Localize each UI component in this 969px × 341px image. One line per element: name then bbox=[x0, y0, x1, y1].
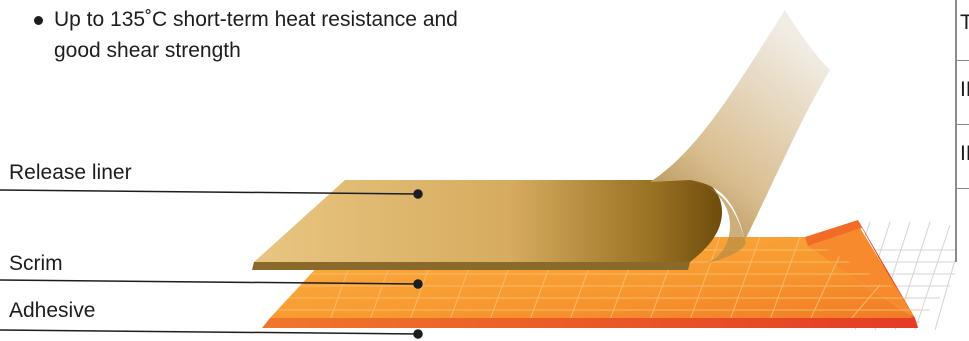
side-table: T IN IN bbox=[955, 0, 969, 262]
scrim-callout-dot bbox=[413, 279, 423, 289]
side-table-row: IN bbox=[957, 60, 969, 118]
scrim-label: Scrim bbox=[9, 252, 63, 275]
scrim-callout bbox=[0, 279, 419, 285]
release-liner-callout bbox=[0, 189, 419, 195]
side-table-row: T bbox=[957, 0, 969, 52]
callout-lines bbox=[0, 189, 423, 339]
bullet-dot-icon bbox=[34, 16, 43, 25]
adhesive-label: Adhesive bbox=[9, 299, 96, 322]
side-table-divider bbox=[957, 188, 969, 189]
release-liner-curl bbox=[650, 10, 830, 240]
adhesive-callout bbox=[0, 329, 419, 335]
adhesive-callout-dot bbox=[413, 329, 423, 339]
side-table-row: IN bbox=[957, 124, 969, 182]
release-liner-callout-dot bbox=[413, 189, 423, 199]
feature-text-line-2: good shear strength bbox=[54, 39, 241, 62]
feature-text-line-1: Up to 135˚C short-term heat resistance a… bbox=[54, 8, 458, 31]
release-liner-layer bbox=[252, 10, 830, 270]
release-liner-label: Release liner bbox=[9, 161, 132, 184]
